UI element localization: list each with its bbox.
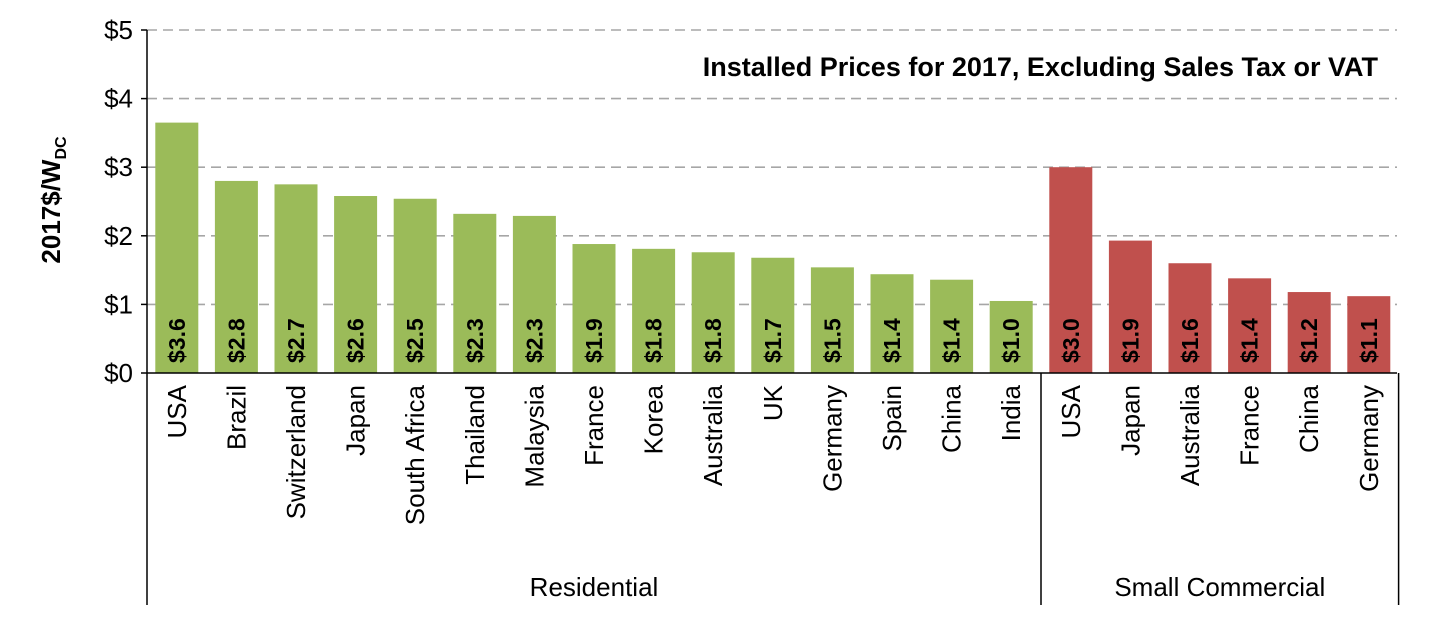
category-label: France — [579, 385, 609, 466]
bar — [274, 184, 318, 373]
bar — [1049, 167, 1093, 373]
y-tick-label: $4 — [104, 84, 133, 114]
bar — [691, 252, 735, 373]
group-label: Residential — [530, 572, 659, 602]
bar — [930, 279, 974, 373]
category-label: China — [1294, 384, 1324, 452]
y-axis-title-subscript: DC — [53, 136, 70, 160]
bar — [393, 198, 437, 373]
bar — [870, 274, 914, 373]
data-label: $2.6 — [343, 318, 369, 363]
category-label: Japan — [341, 385, 371, 456]
bar — [1347, 296, 1391, 373]
data-label: $1.0 — [998, 318, 1024, 363]
category-label: France — [1235, 385, 1265, 466]
category-label: Australia — [1175, 384, 1205, 486]
data-label: $1.8 — [700, 318, 726, 363]
bar — [751, 257, 795, 373]
axes — [141, 29, 1400, 605]
y-tick-label: $1 — [104, 289, 133, 319]
category-label: India — [996, 384, 1026, 441]
category-label: South Africa — [400, 384, 430, 525]
chart-title: Installed Prices for 2017, Excluding Sal… — [703, 52, 1379, 82]
data-label: $2.3 — [521, 318, 547, 363]
y-axis-title: 2017$/WDC — [36, 136, 70, 264]
data-label: $1.2 — [1296, 318, 1322, 363]
category-label: Malaysia — [519, 384, 549, 487]
y-tick-label: $3 — [104, 152, 133, 182]
data-label: $3.0 — [1058, 318, 1084, 363]
data-label: $2.8 — [223, 318, 249, 363]
bar — [1228, 278, 1272, 373]
category-label: Germany — [817, 385, 847, 492]
bar — [810, 267, 854, 373]
data-label: $1.4 — [1237, 318, 1263, 363]
category-label: USA — [1056, 384, 1086, 438]
category-label: USA — [162, 384, 192, 438]
category-label: UK — [758, 384, 788, 421]
y-tick-label: $5 — [104, 15, 133, 45]
bar — [632, 248, 676, 373]
data-label: $1.1 — [1356, 318, 1382, 363]
y-tick-label: $0 — [104, 358, 133, 388]
bar — [214, 180, 258, 373]
data-label: $1.7 — [760, 318, 786, 363]
y-axis-title-main: 2017$/W — [36, 159, 66, 264]
data-label: $1.9 — [581, 318, 607, 363]
bars — [155, 122, 1391, 373]
group-label: Small Commercial — [1114, 572, 1325, 602]
data-label: $1.9 — [1117, 318, 1143, 363]
bar — [334, 196, 378, 373]
category-label: Japan — [1115, 385, 1145, 456]
data-label: $1.4 — [939, 318, 965, 363]
category-label: China — [937, 384, 967, 452]
category-label: Australia — [698, 384, 728, 486]
category-label: Switzerland — [281, 385, 311, 519]
data-label: $1.8 — [641, 318, 667, 363]
data-label: $2.3 — [462, 318, 488, 363]
bar — [1287, 292, 1331, 373]
bar — [512, 215, 556, 373]
data-label: $3.6 — [164, 318, 190, 363]
bar — [1108, 240, 1152, 373]
bar — [572, 244, 616, 373]
bar — [155, 122, 199, 373]
y-tick-label: $2 — [104, 221, 133, 251]
category-label: Brazil — [221, 385, 251, 450]
data-label: $1.5 — [819, 318, 845, 363]
bar — [1168, 263, 1212, 373]
category-label: Korea — [639, 384, 669, 454]
data-label: $1.4 — [879, 318, 905, 363]
labels: $0 $1 $2 $3 $4 $5 $3.6 USA $2.8 Brazil $2.7 Switzer… — [104, 15, 1384, 602]
category-label: Spain — [877, 385, 907, 452]
data-label: $1.6 — [1177, 318, 1203, 363]
data-label: $2.7 — [283, 318, 309, 363]
bar — [453, 213, 497, 373]
category-label: Germany — [1354, 385, 1384, 492]
category-label: Thailand — [460, 385, 490, 485]
data-label: $2.5 — [402, 318, 428, 363]
bar — [989, 300, 1033, 373]
